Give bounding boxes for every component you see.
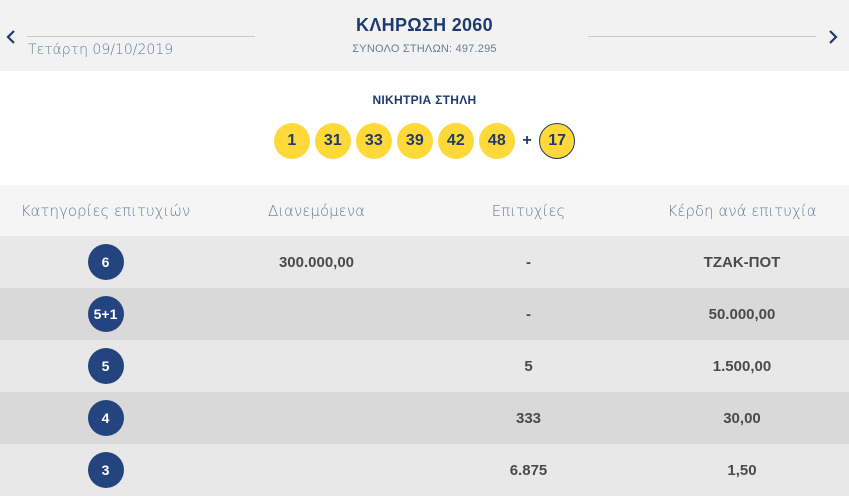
distributed-cell: 300.000,00 bbox=[278, 253, 355, 271]
divider-right bbox=[588, 36, 816, 37]
table-row: 3 6.875 1,50 bbox=[0, 444, 849, 496]
table-row: 5+1 - 50.000,00 bbox=[0, 288, 849, 340]
prize-cell: 1,50 bbox=[727, 461, 757, 479]
header-categories: Κατηγορίες επιτυχιών bbox=[20, 201, 191, 220]
winners-cell: 333 bbox=[515, 409, 542, 427]
category-badge: 6 bbox=[87, 244, 124, 280]
draw-header: Τετάρτη 09/10/2019 ΚΛΗΡΩΣΗ 2060 ΣΥΝΟΛΟ Σ… bbox=[0, 0, 849, 71]
category-badge: 4 bbox=[87, 400, 124, 436]
winning-column-title: ΝΙΚΗΤΡΙΑ ΣΤΗΛΗ bbox=[372, 93, 477, 107]
plus-sign: + bbox=[522, 132, 532, 149]
table-row: 5 5 1.500,00 bbox=[0, 340, 849, 392]
table-header: Κατηγορίες επιτυχιών Διανεμόμενα Επιτυχί… bbox=[0, 185, 849, 236]
table-row: 6 300.000,00 - ΤΖΑΚ-ΠΟΤ bbox=[0, 236, 849, 288]
number-ball: 33 bbox=[355, 123, 392, 159]
previous-draw-button[interactable] bbox=[1, 26, 21, 48]
bonus-ball: 17 bbox=[539, 123, 576, 159]
prize-cell: 1.500,00 bbox=[712, 357, 772, 375]
prize-cell: 50.000,00 bbox=[708, 305, 776, 323]
prize-table: Κατηγορίες επιτυχιών Διανεμόμενα Επιτυχί… bbox=[0, 185, 849, 496]
chevron-left-icon bbox=[6, 30, 15, 44]
winners-cell: 6.875 bbox=[509, 461, 548, 479]
number-ball: 31 bbox=[314, 123, 351, 159]
category-badge: 5 bbox=[87, 348, 124, 384]
number-ball: 48 bbox=[478, 123, 515, 159]
number-ball: 39 bbox=[396, 123, 433, 159]
category-badge: 5+1 bbox=[87, 296, 124, 332]
prize-cell: 30,00 bbox=[723, 409, 761, 427]
header-winners: Επιτυχίες bbox=[491, 201, 566, 220]
draw-title: ΚΛΗΡΩΣΗ 2060 bbox=[356, 15, 493, 35]
winners-cell: - bbox=[526, 253, 531, 271]
divider-left bbox=[27, 36, 255, 37]
winning-numbers: 1 31 33 39 42 48 + 17 bbox=[0, 123, 849, 159]
number-ball: 42 bbox=[437, 123, 474, 159]
table-row: 4 333 30,00 bbox=[0, 392, 849, 444]
prize-cell: ΤΖΑΚ-ΠΟΤ bbox=[703, 253, 781, 271]
header-prize: Κέρδη ανά επιτυχία bbox=[667, 201, 817, 220]
winners-cell: 5 bbox=[524, 357, 533, 375]
number-ball: 1 bbox=[273, 123, 310, 159]
draw-date: Τετάρτη 09/10/2019 bbox=[28, 42, 174, 58]
total-columns: ΣΥΝΟΛΟ ΣΤΗΛΩΝ: 497.295 bbox=[352, 43, 497, 55]
next-draw-button[interactable] bbox=[823, 26, 843, 48]
category-badge: 3 bbox=[87, 452, 124, 488]
winners-cell: - bbox=[526, 305, 531, 323]
header-distributed: Διανεμόμενα bbox=[267, 201, 366, 220]
chevron-right-icon bbox=[829, 30, 838, 44]
